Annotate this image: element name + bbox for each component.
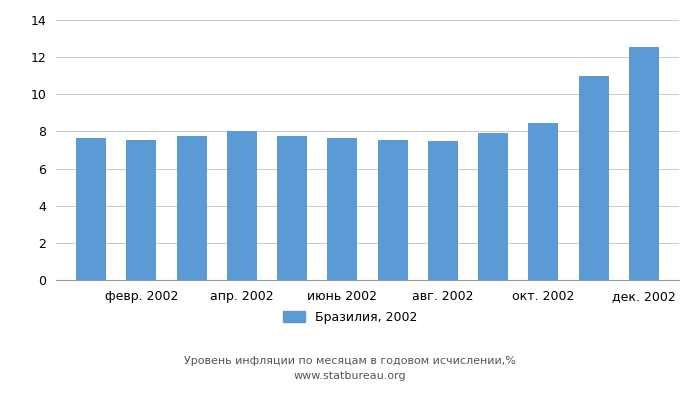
Bar bbox=[227, 132, 257, 280]
Bar bbox=[629, 47, 659, 280]
Text: www.statbureau.org: www.statbureau.org bbox=[294, 371, 406, 381]
Bar bbox=[377, 140, 407, 280]
Bar bbox=[428, 141, 458, 280]
Bar bbox=[76, 138, 106, 280]
Bar bbox=[328, 138, 358, 280]
Bar bbox=[578, 76, 609, 280]
Text: Уровень инфляции по месяцам в годовом исчислении,%: Уровень инфляции по месяцам в годовом ис… bbox=[184, 356, 516, 366]
Bar bbox=[277, 136, 307, 280]
Legend: Бразилия, 2002: Бразилия, 2002 bbox=[283, 311, 417, 324]
Bar bbox=[126, 140, 157, 280]
Bar bbox=[528, 123, 559, 280]
Bar bbox=[478, 133, 508, 280]
Bar bbox=[176, 136, 206, 280]
